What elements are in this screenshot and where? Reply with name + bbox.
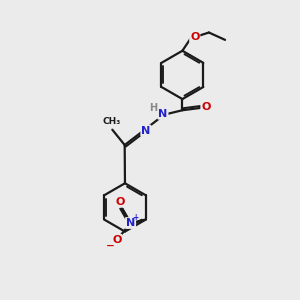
Text: −: − bbox=[106, 241, 115, 251]
Text: +: + bbox=[133, 213, 139, 222]
Text: H: H bbox=[149, 103, 157, 113]
Text: CH₃: CH₃ bbox=[102, 117, 120, 126]
Text: O: O bbox=[190, 32, 200, 42]
Text: N: N bbox=[141, 126, 151, 136]
Text: N: N bbox=[126, 218, 135, 228]
Text: O: O bbox=[201, 102, 211, 112]
Text: O: O bbox=[112, 235, 122, 245]
Text: N: N bbox=[158, 109, 168, 119]
Text: O: O bbox=[116, 197, 125, 207]
